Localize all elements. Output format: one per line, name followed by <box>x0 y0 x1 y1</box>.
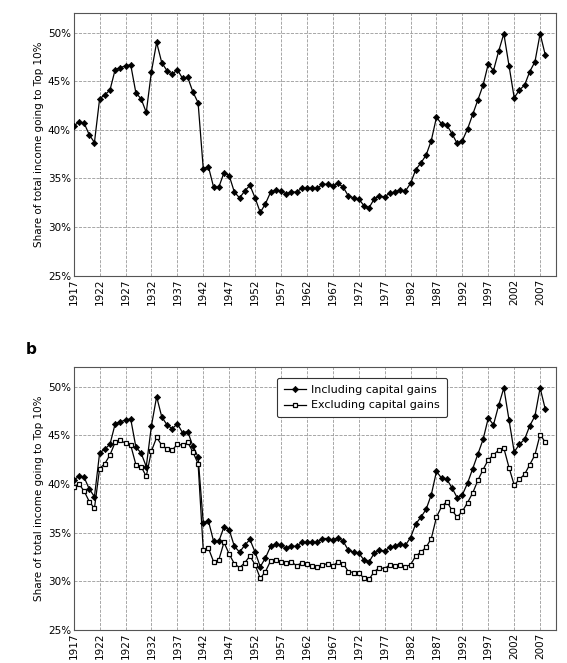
Excluding capital gains <box>366 575 373 583</box>
Text: b: b <box>26 342 36 357</box>
Excluding capital gains <box>469 489 476 497</box>
Y-axis label: Share of total income going to Top 10%: Share of total income going to Top 10% <box>33 396 44 601</box>
Y-axis label: Share of total income going to Top 10%: Share of total income going to Top 10% <box>33 42 44 247</box>
Including capital gains <box>501 384 507 392</box>
Including capital gains <box>356 549 362 557</box>
Excluding capital gains <box>423 543 430 551</box>
Excluding capital gains <box>70 483 77 491</box>
Excluding capital gains <box>448 507 455 514</box>
Including capital gains <box>469 465 476 473</box>
Legend: Including capital gains, Excluding capital gains: Including capital gains, Excluding capit… <box>277 379 447 417</box>
Line: Including capital gains: Including capital gains <box>71 386 548 569</box>
Excluding capital gains <box>454 513 460 521</box>
Excluding capital gains <box>542 438 549 446</box>
Including capital gains <box>70 476 77 484</box>
Including capital gains <box>542 405 549 413</box>
Excluding capital gains <box>350 569 357 577</box>
Excluding capital gains <box>537 430 544 438</box>
Including capital gains <box>443 475 450 483</box>
Text: a: a <box>26 0 36 3</box>
Excluding capital gains <box>443 498 450 506</box>
Including capital gains <box>423 505 430 513</box>
Line: Excluding capital gains: Excluding capital gains <box>71 432 548 581</box>
Including capital gains <box>257 563 264 571</box>
Including capital gains <box>448 484 455 492</box>
Including capital gains <box>454 494 460 502</box>
